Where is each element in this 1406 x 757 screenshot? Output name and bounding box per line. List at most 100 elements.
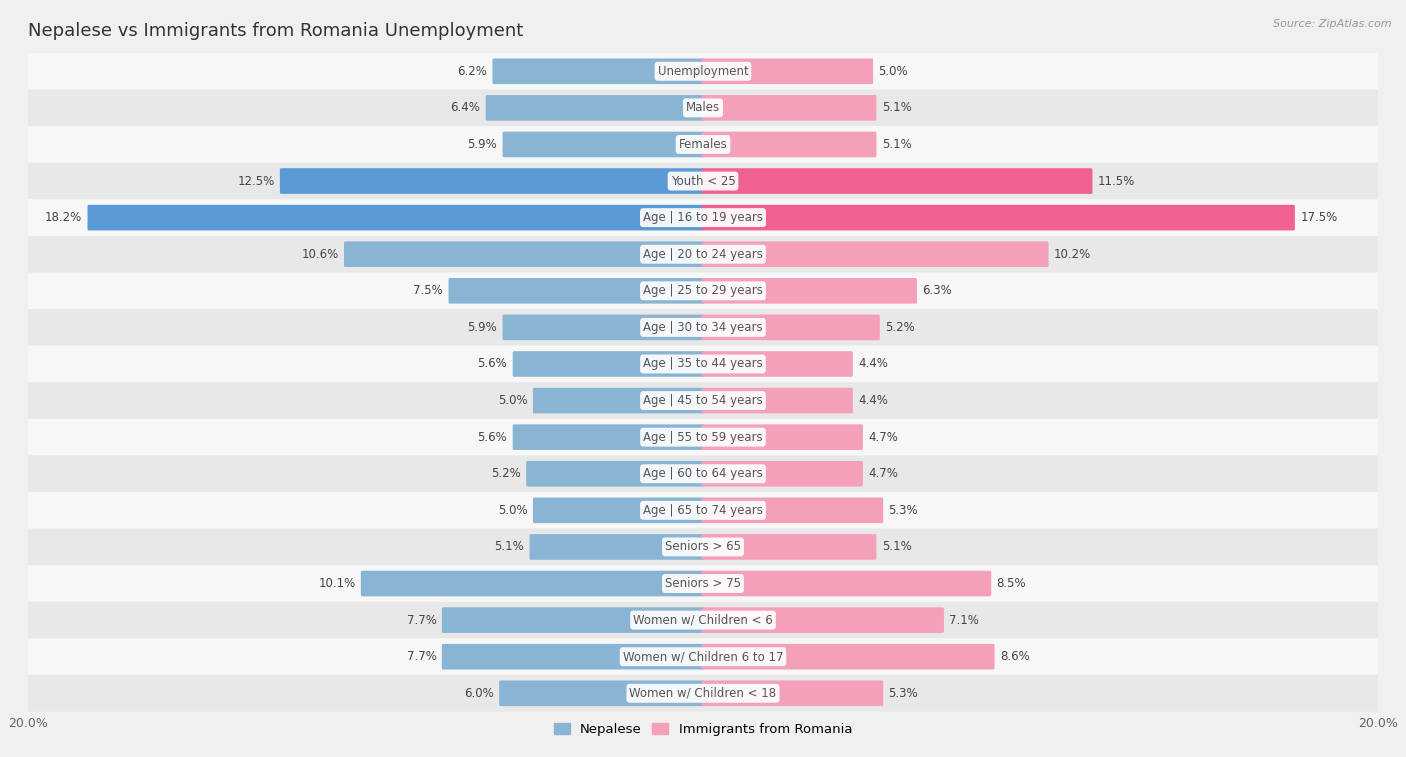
FancyBboxPatch shape [513, 351, 704, 377]
FancyBboxPatch shape [702, 58, 873, 84]
Text: Seniors > 65: Seniors > 65 [665, 540, 741, 553]
Text: Youth < 25: Youth < 25 [671, 175, 735, 188]
Text: 18.2%: 18.2% [45, 211, 82, 224]
FancyBboxPatch shape [28, 273, 1378, 309]
Text: 17.5%: 17.5% [1301, 211, 1337, 224]
Text: Age | 30 to 34 years: Age | 30 to 34 years [643, 321, 763, 334]
FancyBboxPatch shape [28, 199, 1378, 236]
Text: 5.0%: 5.0% [879, 65, 908, 78]
Text: Age | 45 to 54 years: Age | 45 to 54 years [643, 394, 763, 407]
FancyBboxPatch shape [28, 89, 1378, 126]
Text: 4.7%: 4.7% [869, 467, 898, 480]
FancyBboxPatch shape [702, 351, 853, 377]
Text: 5.0%: 5.0% [498, 394, 527, 407]
Text: Age | 65 to 74 years: Age | 65 to 74 years [643, 504, 763, 517]
Text: 5.2%: 5.2% [491, 467, 520, 480]
FancyBboxPatch shape [28, 346, 1378, 382]
FancyBboxPatch shape [87, 205, 704, 230]
FancyBboxPatch shape [449, 278, 704, 304]
Text: 10.6%: 10.6% [301, 248, 339, 260]
FancyBboxPatch shape [28, 126, 1378, 163]
Text: 5.1%: 5.1% [882, 101, 911, 114]
FancyBboxPatch shape [485, 95, 704, 120]
FancyBboxPatch shape [28, 602, 1378, 638]
FancyBboxPatch shape [526, 461, 704, 487]
Text: 6.2%: 6.2% [457, 65, 486, 78]
Text: Women w/ Children < 6: Women w/ Children < 6 [633, 614, 773, 627]
Text: 5.1%: 5.1% [882, 138, 911, 151]
Text: 4.7%: 4.7% [869, 431, 898, 444]
Text: Source: ZipAtlas.com: Source: ZipAtlas.com [1274, 19, 1392, 29]
Text: Nepalese vs Immigrants from Romania Unemployment: Nepalese vs Immigrants from Romania Unem… [28, 22, 523, 40]
Text: 6.3%: 6.3% [922, 285, 952, 298]
Text: 5.6%: 5.6% [478, 431, 508, 444]
FancyBboxPatch shape [702, 497, 883, 523]
Text: 10.1%: 10.1% [318, 577, 356, 590]
Text: 4.4%: 4.4% [858, 357, 889, 370]
FancyBboxPatch shape [502, 315, 704, 340]
FancyBboxPatch shape [502, 132, 704, 157]
Text: 7.1%: 7.1% [949, 614, 979, 627]
FancyBboxPatch shape [28, 309, 1378, 346]
FancyBboxPatch shape [28, 528, 1378, 565]
FancyBboxPatch shape [28, 382, 1378, 419]
FancyBboxPatch shape [533, 388, 704, 413]
FancyBboxPatch shape [499, 681, 704, 706]
Text: 5.9%: 5.9% [467, 321, 498, 334]
Text: 5.3%: 5.3% [889, 504, 918, 517]
Text: 5.1%: 5.1% [882, 540, 911, 553]
FancyBboxPatch shape [702, 278, 917, 304]
Text: Age | 25 to 29 years: Age | 25 to 29 years [643, 285, 763, 298]
FancyBboxPatch shape [28, 675, 1378, 712]
FancyBboxPatch shape [533, 497, 704, 523]
Text: Age | 35 to 44 years: Age | 35 to 44 years [643, 357, 763, 370]
Text: Women w/ Children 6 to 17: Women w/ Children 6 to 17 [623, 650, 783, 663]
Text: 11.5%: 11.5% [1098, 175, 1135, 188]
FancyBboxPatch shape [441, 607, 704, 633]
FancyBboxPatch shape [702, 388, 853, 413]
Text: 6.4%: 6.4% [450, 101, 481, 114]
FancyBboxPatch shape [702, 571, 991, 597]
FancyBboxPatch shape [28, 492, 1378, 528]
Text: Age | 16 to 19 years: Age | 16 to 19 years [643, 211, 763, 224]
Text: 5.9%: 5.9% [467, 138, 498, 151]
FancyBboxPatch shape [702, 241, 1049, 267]
FancyBboxPatch shape [702, 95, 876, 120]
Text: Males: Males [686, 101, 720, 114]
Text: 5.0%: 5.0% [498, 504, 527, 517]
Text: Age | 60 to 64 years: Age | 60 to 64 years [643, 467, 763, 480]
FancyBboxPatch shape [702, 644, 994, 669]
FancyBboxPatch shape [28, 419, 1378, 456]
FancyBboxPatch shape [28, 236, 1378, 273]
Text: 5.2%: 5.2% [886, 321, 915, 334]
Text: 12.5%: 12.5% [238, 175, 274, 188]
Text: 7.5%: 7.5% [413, 285, 443, 298]
Text: Females: Females [679, 138, 727, 151]
FancyBboxPatch shape [513, 425, 704, 450]
FancyBboxPatch shape [344, 241, 704, 267]
Legend: Nepalese, Immigrants from Romania: Nepalese, Immigrants from Romania [548, 718, 858, 741]
FancyBboxPatch shape [28, 456, 1378, 492]
FancyBboxPatch shape [530, 534, 704, 559]
Text: 5.3%: 5.3% [889, 687, 918, 699]
Text: 10.2%: 10.2% [1054, 248, 1091, 260]
FancyBboxPatch shape [28, 53, 1378, 89]
Text: Age | 55 to 59 years: Age | 55 to 59 years [643, 431, 763, 444]
Text: Seniors > 75: Seniors > 75 [665, 577, 741, 590]
FancyBboxPatch shape [702, 534, 876, 559]
FancyBboxPatch shape [361, 571, 704, 597]
FancyBboxPatch shape [702, 607, 943, 633]
FancyBboxPatch shape [28, 565, 1378, 602]
FancyBboxPatch shape [28, 163, 1378, 199]
Text: 7.7%: 7.7% [406, 614, 436, 627]
FancyBboxPatch shape [28, 638, 1378, 675]
Text: Women w/ Children < 18: Women w/ Children < 18 [630, 687, 776, 699]
Text: 5.1%: 5.1% [495, 540, 524, 553]
FancyBboxPatch shape [492, 58, 704, 84]
Text: 6.0%: 6.0% [464, 687, 494, 699]
FancyBboxPatch shape [702, 168, 1092, 194]
Text: 7.7%: 7.7% [406, 650, 436, 663]
FancyBboxPatch shape [441, 644, 704, 669]
FancyBboxPatch shape [702, 425, 863, 450]
Text: Age | 20 to 24 years: Age | 20 to 24 years [643, 248, 763, 260]
